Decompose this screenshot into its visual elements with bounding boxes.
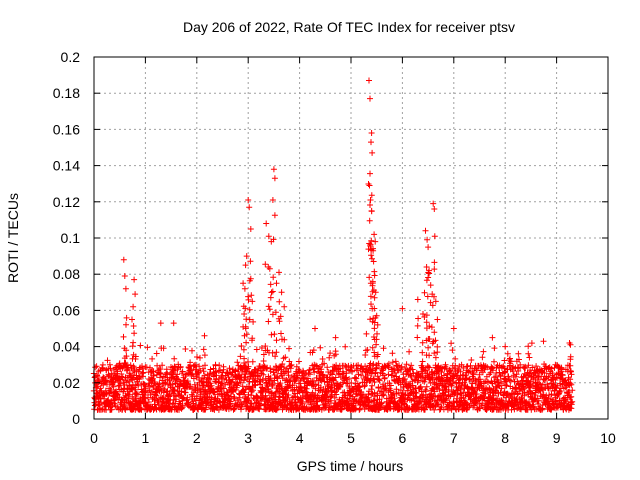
y-tick-label: 0.2	[61, 49, 81, 65]
y-tick-label: 0	[72, 411, 80, 427]
x-tick-label: 4	[296, 430, 304, 446]
x-axis-label: GPS time / hours	[297, 458, 404, 474]
y-tick-label: 0.18	[53, 85, 80, 101]
x-tick-label: 2	[193, 430, 201, 446]
x-tick-label: 0	[90, 430, 98, 446]
y-tick-label: 0.06	[53, 302, 80, 318]
x-tick-label: 7	[450, 430, 458, 446]
y-tick-label: 0.1	[61, 230, 81, 246]
y-tick-labels: 0 0.02 0.04 0.06 0.08 0.1 0.12 0.14 0.16 0.18 0.2	[53, 49, 80, 427]
tick-marks	[93, 56, 609, 420]
y-tick-label: 0.14	[53, 158, 80, 174]
x-tick-label: 8	[501, 430, 509, 446]
y-tick-label: 0.16	[53, 121, 80, 137]
chart-title: Day 206 of 2022, Rate Of TEC Index for r…	[183, 19, 515, 35]
x-tick-label: 5	[347, 430, 355, 446]
x-tick-labels: 0 1 2 3 4 5 6 7 8 9 10	[90, 430, 616, 446]
y-tick-label: 0.08	[53, 266, 80, 282]
x-tick-label: 3	[244, 430, 252, 446]
y-axis-label: ROTI / TECUs	[5, 193, 21, 283]
y-tick-label: 0.04	[53, 339, 80, 355]
y-tick-label: 0.12	[53, 194, 80, 210]
y-tick-label: 0.02	[53, 375, 80, 391]
x-tick-label: 10	[600, 430, 616, 446]
x-tick-label: 9	[553, 430, 561, 446]
x-tick-label: 1	[142, 430, 150, 446]
x-tick-label: 6	[399, 430, 407, 446]
